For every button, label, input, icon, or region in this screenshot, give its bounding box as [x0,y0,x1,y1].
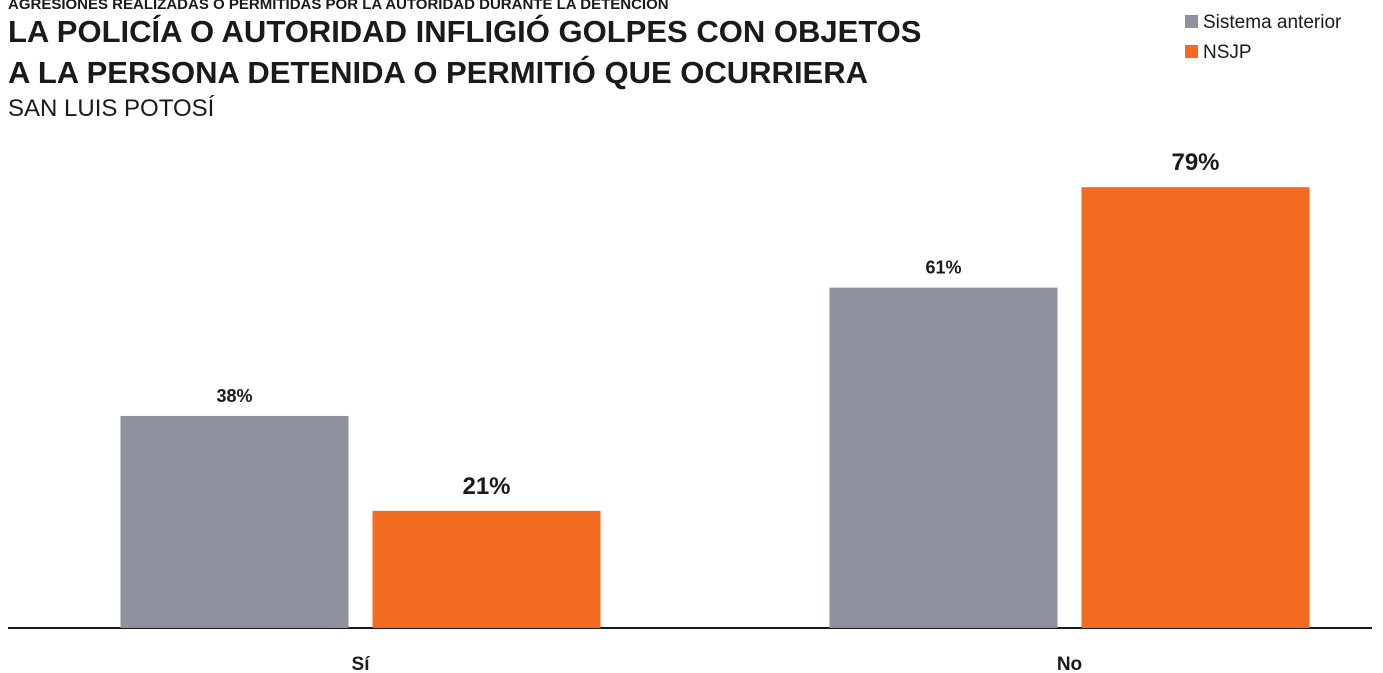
x-tick-label: Sí [352,654,371,673]
data-label: 61% [925,258,961,278]
data-label: 38% [216,386,252,406]
chart-title: LA POLICÍA O AUTORIDAD INFLIGIÓ GOLPES C… [8,13,921,49]
bar [372,510,601,628]
data-label: 79% [1171,149,1219,176]
legend-label: Sistema anterior [1203,12,1342,33]
bar [1081,187,1310,628]
x-tick-label: No [1057,654,1082,673]
legend-swatch [1185,45,1198,58]
bar [829,287,1058,628]
chart-title: A LA PERSONA DETENIDA O PERMITIÓ QUE OCU… [8,54,868,90]
chart-subtitle: SAN LUIS POTOSÍ [8,95,215,122]
chart-supertitle: AGRESIONES REALIZADAS O PERMITIDAS POR L… [8,0,669,13]
legend-label: NSJP [1203,42,1252,63]
bar [120,415,349,628]
legend-swatch [1185,15,1198,28]
data-label: 21% [462,473,510,500]
